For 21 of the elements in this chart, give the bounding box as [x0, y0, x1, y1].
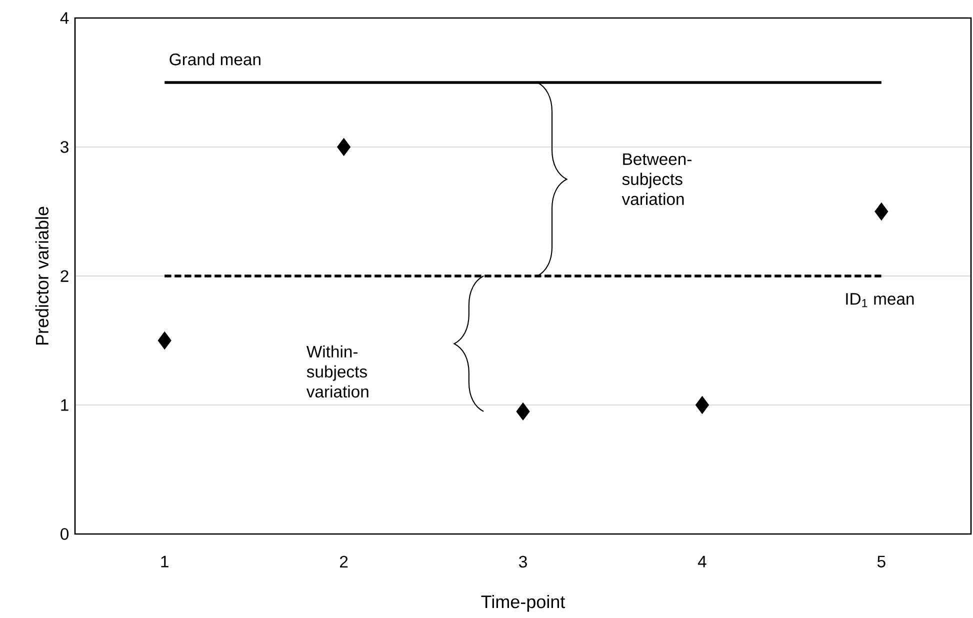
point	[158, 332, 172, 350]
y-tick-label: 3	[60, 141, 68, 153]
x-tick-label: 3	[519, 556, 527, 568]
x-tick-label: 2	[340, 556, 348, 568]
series-label: ID$_{1}$ mean	[846, 293, 914, 308]
y-tick-label: 2	[60, 270, 68, 282]
y-tick-label: 0	[60, 528, 69, 540]
point	[874, 202, 888, 220]
y-tick-label: 4	[60, 12, 69, 24]
y-tick-label: 1	[61, 399, 68, 411]
x-tick-label: 5	[877, 556, 886, 568]
x-tick-label: 1	[161, 556, 168, 568]
x-tick-label: 4	[698, 556, 706, 568]
series-label: Grand mean	[170, 53, 260, 66]
point	[516, 402, 530, 420]
x-axis-title: Time-point	[481, 594, 566, 612]
annotation: Between-subjects variation	[622, 153, 692, 206]
y-axis-title: Predictor variable	[35, 206, 49, 345]
point	[695, 396, 709, 414]
point	[337, 138, 351, 156]
annotation: Within-subjects variation	[306, 345, 368, 398]
